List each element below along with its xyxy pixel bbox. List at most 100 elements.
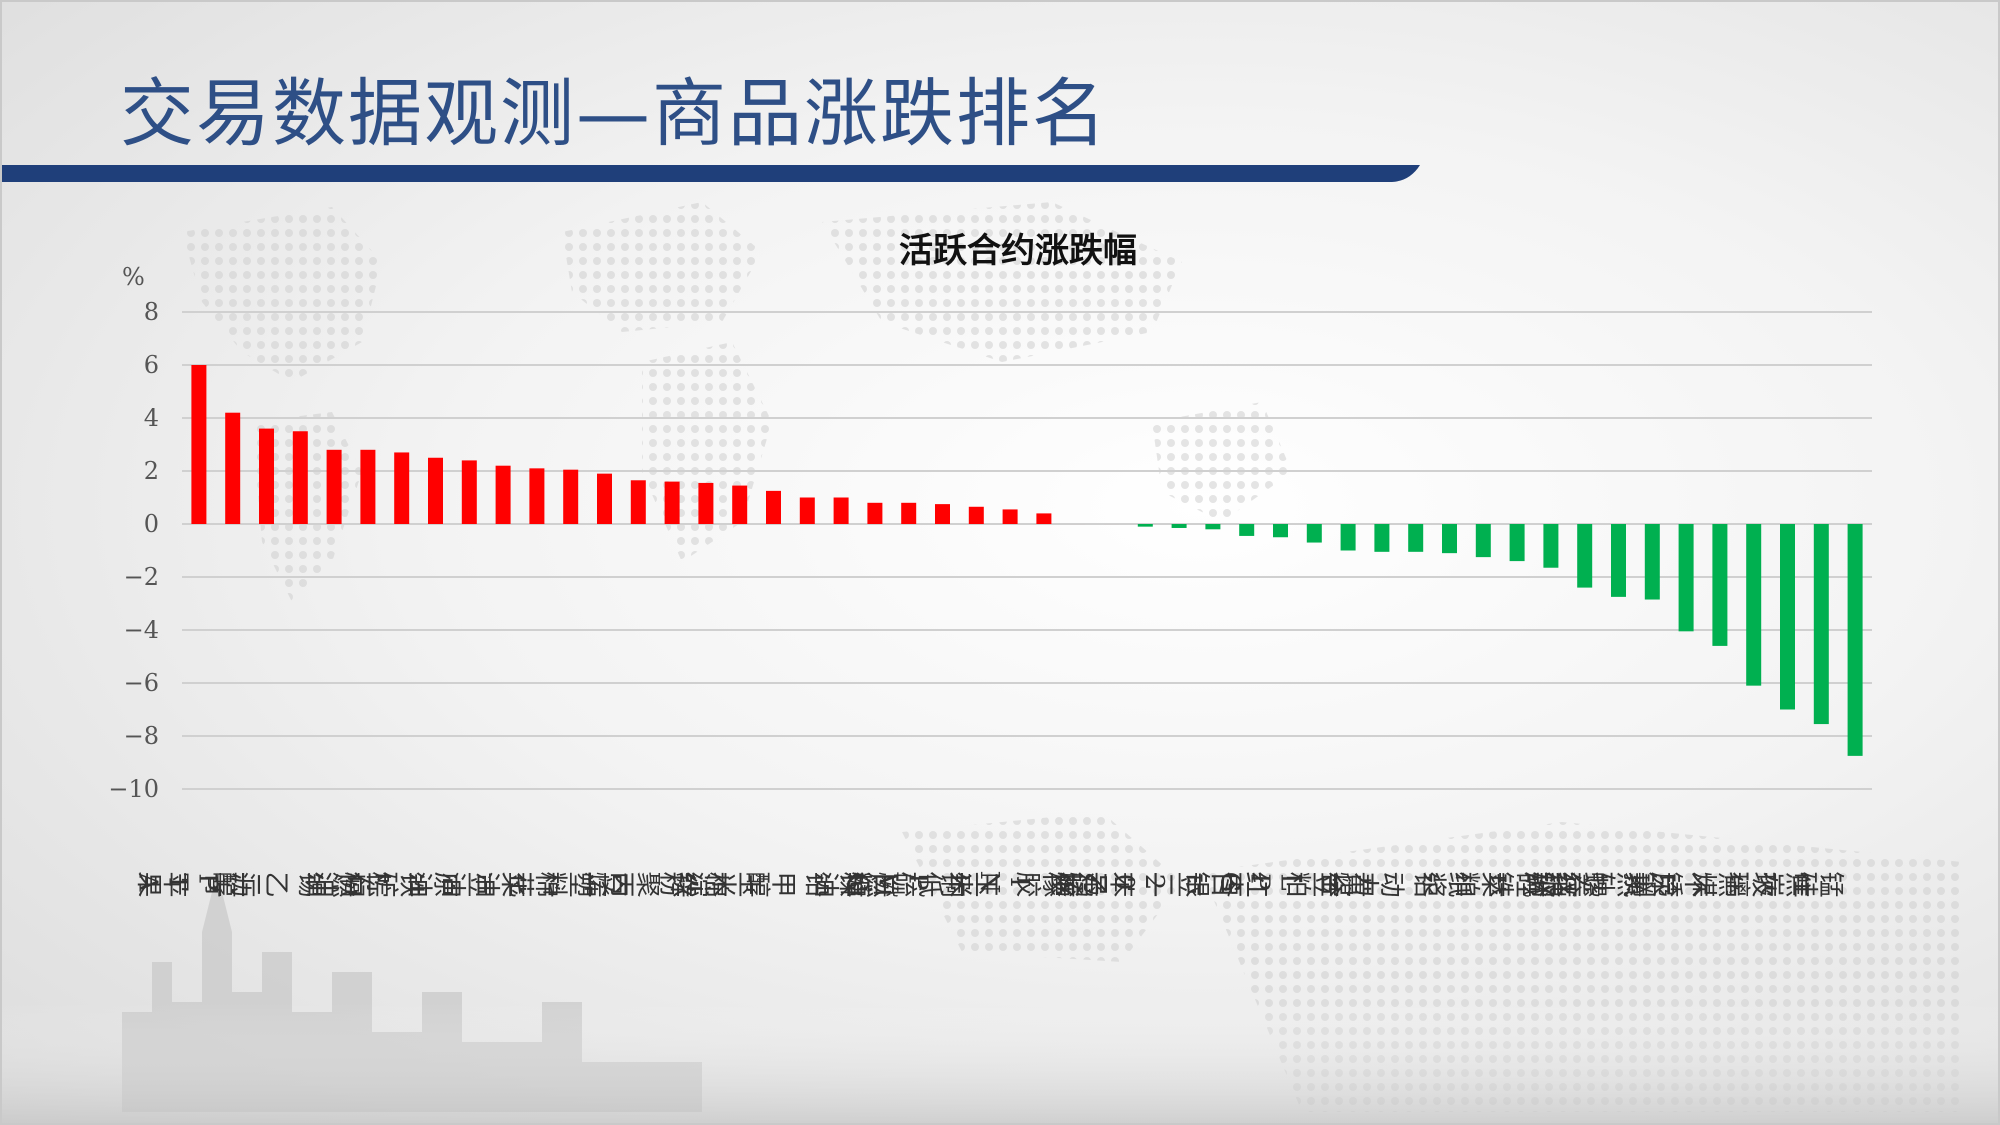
bar-豆一: [630, 480, 646, 524]
x-category-label: 铁矿石: [348, 867, 426, 897]
bar-红枣: [1273, 524, 1288, 538]
x-category-label: PVC: [843, 867, 933, 897]
bar-沥青: [259, 428, 274, 524]
x-category-label: 白糖: [847, 867, 899, 897]
bar-菜粕: [1509, 524, 1525, 562]
x-category-label: 聚丙烯: [584, 867, 662, 897]
x-category-label: 沥青: [205, 867, 257, 897]
bar-不锈钢: [1712, 524, 1728, 646]
x-category-label: 菜油: [475, 867, 527, 897]
bar-镍: [867, 502, 883, 524]
y-axis-unit-label: %: [122, 263, 145, 291]
x-category-label: 铅: [805, 867, 831, 897]
y-tick-label: −10: [108, 775, 159, 803]
y-tick-label: −4: [124, 616, 159, 644]
bar-塑料: [597, 473, 612, 524]
bar-铜: [968, 506, 984, 524]
x-category-label: 玻璃: [1726, 867, 1778, 897]
x-category-label: LPG: [1214, 867, 1304, 897]
bar-豆油: [495, 465, 511, 524]
bar-动力煤: [1408, 524, 1424, 552]
x-category-label: 豆一: [576, 867, 628, 897]
x-category-label: 纸浆: [1421, 867, 1473, 897]
x-category-label: 豆二: [1151, 867, 1203, 897]
x-category-label: 锰硅: [1793, 867, 1845, 897]
x-category-label: 橡胶: [1016, 867, 1068, 897]
x-category-label: 白银: [1185, 867, 1237, 897]
bar-白糖: [901, 502, 917, 524]
bar-燃油: [360, 449, 376, 524]
bar-铝: [1442, 524, 1457, 554]
y-tick-label: −2: [124, 563, 159, 591]
bar-螺纹钢: [1611, 524, 1626, 597]
x-category-label: 焦炭: [1759, 867, 1811, 897]
bar-锰硅: [1847, 524, 1863, 756]
x-category-label: 动力煤: [1328, 867, 1406, 897]
bar-玉米: [1002, 509, 1018, 524]
bar-聚丙烯: [664, 481, 680, 524]
bars: [191, 365, 1863, 756]
x-category-label: 玉米: [948, 867, 1000, 897]
gridlines: [182, 311, 1872, 790]
x-category-label: 豆粕: [1286, 867, 1338, 897]
bar-白银: [1239, 524, 1255, 536]
x-category-label: 铝: [1414, 867, 1440, 897]
bar-棕榈油: [394, 452, 410, 524]
x-category-label: 铜: [940, 867, 966, 897]
x-category-label: 甲醇: [745, 867, 797, 897]
bar-焦煤: [1746, 524, 1762, 686]
bar-焦炭: [1813, 524, 1829, 725]
x-category-label: 棕榈油: [314, 867, 392, 897]
x-category-label: 苹果: [137, 867, 189, 897]
bar-玉米淀粉: [766, 490, 781, 524]
bar-LPG: [1306, 524, 1322, 543]
x-category-label: 玉米淀粉: [660, 867, 764, 897]
bar-INE低硫燃料油: [1036, 513, 1052, 524]
y-axis-tick-labels: 8 6 4 2 0 −2 −4 −6 −8 −10: [108, 298, 159, 803]
y-tick-label: 8: [144, 298, 159, 326]
x-category-label: 乙二醇: [212, 867, 290, 897]
bar-棉纱: [732, 485, 748, 524]
page-title: 交易数据观测—商品涨跌排名: [120, 71, 1108, 157]
bar-20号胶: [1171, 524, 1187, 528]
x-category-label: 镍: [839, 867, 865, 897]
x-category-label: 塑料: [543, 867, 595, 897]
x-category-label: 棉纱: [678, 867, 730, 897]
bar-PVC: [935, 504, 950, 524]
bar-纸浆: [1475, 524, 1491, 558]
x-category-label: 原油: [407, 867, 459, 897]
x-category-label: 硅铁: [1489, 867, 1541, 897]
x-category-label: PTA: [133, 867, 223, 897]
bar-硅铁: [1543, 524, 1559, 568]
bar-铁矿石: [428, 457, 443, 524]
y-tick-label: −6: [124, 669, 159, 697]
bar-豆粕: [1340, 524, 1356, 551]
x-category-label: 锡: [298, 867, 324, 897]
bar-豆二: [1205, 524, 1221, 530]
x-category-label: 菜粕: [1455, 867, 1507, 897]
x-category-label: 苯乙烯: [1057, 867, 1135, 897]
y-tick-label: 0: [144, 510, 159, 538]
bar-苯乙烯: [1137, 524, 1153, 527]
bar-尿素: [1678, 524, 1694, 632]
bar-PTA: [225, 412, 241, 524]
y-tick-label: 4: [144, 404, 159, 432]
x-category-label: 螺纹钢: [1531, 867, 1609, 897]
x-category-label: 热轧卷板: [1538, 867, 1642, 897]
bar-黄金: [1374, 524, 1390, 552]
y-tick-label: 2: [144, 457, 159, 485]
x-category-label: 棉花: [509, 867, 561, 897]
x-category-label: 不锈钢: [1632, 867, 1710, 897]
chart-title: 活跃合约涨跌幅: [899, 231, 1137, 271]
bar-甲醇: [799, 497, 815, 524]
x-category-label: 燃油: [306, 867, 358, 897]
x-category-label: 鸡蛋: [1050, 867, 1102, 897]
y-tick-label: 6: [144, 351, 159, 379]
bar-乙二醇: [292, 431, 308, 524]
y-tick-label: −8: [124, 722, 159, 750]
bar-棉花: [563, 469, 579, 524]
